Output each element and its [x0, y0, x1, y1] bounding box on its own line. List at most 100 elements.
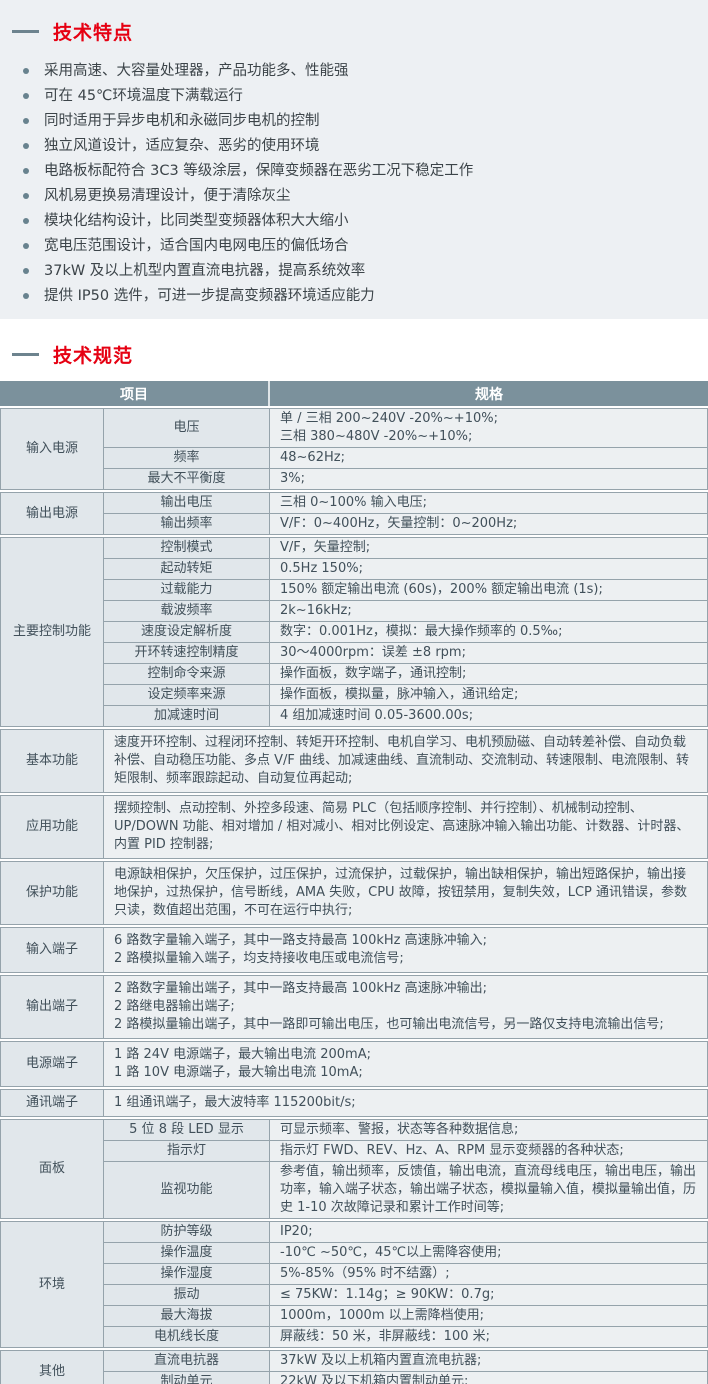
spec-table-header: 项目 规格	[0, 381, 708, 406]
item-cell: 输出频率	[104, 514, 270, 534]
feature-item-text: 宽电压范围设计，适合国内电网电压的偏低场合	[44, 238, 349, 254]
table-row: 输出电压 三相 0~100% 输入电压;	[104, 493, 707, 513]
spec-group-rows: 5 位 8 段 LED 显示 可显示频率、警报，状态等各种数据信息; 指示灯 指示灯 …	[104, 1120, 707, 1218]
feature-list: 采用高速、大容量处理器，产品功能多、性能强 可在 45℃环境温度下满载运行 同时适用…	[0, 59, 708, 309]
table-row: 5 位 8 段 LED 显示 可显示频率、警报，状态等各种数据信息;	[104, 1120, 707, 1140]
table-row: 控制命令来源 操作面板，数字端子，通讯控制;	[104, 663, 707, 684]
spec-group-rows: 控制模式 V/F，矢量控制; 起动转矩 0.5Hz 150%; 过载能力 150% 额定输…	[104, 538, 707, 726]
feature-item: 可在 45℃环境温度下满载运行	[0, 84, 708, 109]
feature-item-text: 采用高速、大容量处理器，产品功能多、性能强	[44, 63, 349, 79]
category-cell: 输入电源	[1, 409, 104, 489]
item-cell: 设定频率来源	[104, 685, 270, 705]
item-cell: 5 位 8 段 LED 显示	[104, 1120, 270, 1140]
table-row: 防护等级 IP20;	[104, 1222, 707, 1242]
spec-cell: 1 路 24V 电源端子，最大输出电流 200mA; 1 路 10V 电源端子，…	[104, 1042, 707, 1086]
spec-group: 环境 防护等级 IP20; 操作温度 -10℃ ~50℃，45℃以上需降容使用; 操作湿度…	[0, 1221, 708, 1348]
spec-cell: V/F，矢量控制;	[270, 538, 707, 558]
bullet-icon	[23, 243, 29, 249]
item-cell: 振动	[104, 1285, 270, 1305]
item-cell: 最大不平衡度	[104, 469, 270, 489]
item-cell: 起动转矩	[104, 559, 270, 579]
item-cell: 过载能力	[104, 580, 270, 600]
table-row: 过载能力 150% 额定输出电流 (60s)，200% 额定输出电流 (1s);	[104, 579, 707, 600]
category-cell: 环境	[1, 1222, 104, 1347]
specs-heading-wrap: 技术规范	[0, 319, 708, 381]
table-row: 控制模式 V/F，矢量控制;	[104, 538, 707, 558]
table-row: 振动 ≤ 75KW：1.14g；≥ 90KW：0.7g;	[104, 1284, 707, 1305]
specs-heading-text: 技术规范	[53, 345, 134, 367]
table-row: 操作温度 -10℃ ~50℃，45℃以上需降容使用;	[104, 1242, 707, 1263]
bullet-icon	[23, 218, 29, 224]
spec-cell: 数字：0.001Hz，模拟：最大操作频率的 0.5‰;	[270, 622, 707, 642]
feature-item: 风机易更换易清理设计，便于清除灰尘	[0, 184, 708, 209]
spec-cell: IP20;	[270, 1222, 707, 1242]
table-row: 操作湿度 5%-85%（95% 时不结露）;	[104, 1263, 707, 1284]
item-cell: 控制模式	[104, 538, 270, 558]
table-row: 电机线长度 屏蔽线：50 米，非屏蔽线：100 米;	[104, 1326, 707, 1347]
table-row: 输出频率 V/F：0~400Hz，矢量控制：0~200Hz;	[104, 513, 707, 534]
spec-cell: 参考值，输出频率，反馈值，输出电流，直流母线电压，输出电压，输出功率，输入端子状…	[270, 1162, 707, 1218]
spec-cell: 6 路数字量输入端子，其中一路支持最高 100kHz 高速脉冲输入; 2 路模拟…	[104, 928, 707, 972]
table-row: 最大不平衡度 3%;	[104, 468, 707, 489]
spec-group: 主要控制功能 控制模式 V/F，矢量控制; 起动转矩 0.5Hz 150%; 过载能力 15…	[0, 537, 708, 727]
spec-cell: 3%;	[270, 469, 707, 489]
bullet-icon	[23, 268, 29, 274]
feature-item: 模块化结构设计，比同类型变频器体积大大缩小	[0, 209, 708, 234]
spec-cell: 摆频控制、点动控制、外控多段速、简易 PLC（包括顺序控制、并行控制）、机械制动…	[104, 796, 707, 858]
feature-item-text: 模块化结构设计，比同类型变频器体积大大缩小	[44, 213, 349, 229]
spec-group: 输出电源 输出电压 三相 0~100% 输入电压; 输出频率 V/F：0~400Hz，矢…	[0, 492, 708, 535]
spec-cell: 2 路数字量输出端子，其中一路支持最高 100kHz 高速脉冲输出; 2 路继电…	[104, 976, 707, 1038]
dash-icon	[12, 353, 39, 356]
table-row: 1 路 24V 电源端子，最大输出电流 200mA; 1 路 10V 电源端子，…	[104, 1042, 707, 1086]
bullet-icon	[23, 168, 29, 174]
category-cell: 基本功能	[1, 730, 104, 792]
feature-item-text: 37kW 及以上机型内置直流电抗器，提高系统效率	[44, 263, 366, 279]
spec-cell: 操作面板，数字端子，通讯控制;	[270, 664, 707, 684]
spec-group: 通讯端子 1 组通讯端子，最大波特率 115200bit/s;	[0, 1089, 708, 1117]
category-cell: 电源端子	[1, 1042, 104, 1086]
category-cell: 其他	[1, 1351, 104, 1384]
item-cell: 防护等级	[104, 1222, 270, 1242]
spec-group: 面板 5 位 8 段 LED 显示 可显示频率、警报，状态等各种数据信息; 指示灯 指示…	[0, 1119, 708, 1219]
feature-item: 37kW 及以上机型内置直流电抗器，提高系统效率	[0, 259, 708, 284]
bullet-icon	[23, 68, 29, 74]
feature-item-text: 独立风道设计，适应复杂、恶劣的使用环境	[44, 138, 320, 154]
features-heading: 技术特点	[0, 18, 708, 45]
spec-group-rows: 速度开环控制、过程闭环控制、转矩开环控制、电机自学习、电机预励磁、自动转差补偿、…	[104, 730, 707, 792]
spec-cell: ≤ 75KW：1.14g；≥ 90KW：0.7g;	[270, 1285, 707, 1305]
table-row: 载波频率 2k~16kHz;	[104, 600, 707, 621]
feature-item-text: 提供 IP50 选件，可进一步提高变频器环境适应能力	[44, 288, 375, 304]
spec-cell: -10℃ ~50℃，45℃以上需降容使用;	[270, 1243, 707, 1263]
spec-group-rows: 6 路数字量输入端子，其中一路支持最高 100kHz 高速脉冲输入; 2 路模拟…	[104, 928, 707, 972]
spec-cell: 屏蔽线：50 米，非屏蔽线：100 米;	[270, 1327, 707, 1347]
header-cell-spec: 规格	[475, 386, 503, 403]
bullet-icon	[23, 293, 29, 299]
spec-group: 基本功能 速度开环控制、过程闭环控制、转矩开环控制、电机自学习、电机预励磁、自动转…	[0, 729, 708, 793]
spec-group-rows: 1 组通讯端子，最大波特率 115200bit/s;	[104, 1090, 707, 1116]
table-row: 起动转矩 0.5Hz 150%;	[104, 558, 707, 579]
category-cell: 保护功能	[1, 862, 104, 924]
spec-group-rows: 输出电压 三相 0~100% 输入电压; 输出频率 V/F：0~400Hz，矢量控制：…	[104, 493, 707, 534]
spec-cell: 电源缺相保护，欠压保护，过压保护，过流保护，过载保护，输出缺相保护，输出短路保护…	[104, 862, 707, 924]
spec-group-rows: 电压单 / 三相 200~240V -20%~+10%; 三相 380~480V…	[104, 409, 707, 489]
specs-heading: 技术规范	[0, 341, 708, 368]
table-row: 最大海拔 1000m，1000m 以上需降档使用;	[104, 1305, 707, 1326]
spec-group: 输出端子 2 路数字量输出端子，其中一路支持最高 100kHz 高速脉冲输出; 2…	[0, 975, 708, 1039]
item-cell: 监视功能	[104, 1162, 270, 1218]
table-row: 电压单 / 三相 200~240V -20%~+10%; 三相 380~480V…	[104, 409, 707, 447]
category-cell: 输出端子	[1, 976, 104, 1038]
spec-cell: 0.5Hz 150%;	[270, 559, 707, 579]
table-row: 电源缺相保护，欠压保护，过压保护，过流保护，过载保护，输出缺相保护，输出短路保护…	[104, 862, 707, 924]
table-row: 指示灯 指示灯 FWD、REV、Hz、A、RPM 显示变频器的各种状态;	[104, 1140, 707, 1161]
spec-group: 其他 直流电抗器 37kW 及以上机箱内置直流电抗器; 制动单元 22kW 及以下机箱内…	[0, 1350, 708, 1384]
spec-group-rows: 摆频控制、点动控制、外控多段速、简易 PLC（包括顺序控制、并行控制）、机械制动…	[104, 796, 707, 858]
feature-item-text: 电路板标配符合 3C3 等级涂层，保障变频器在恶劣工况下稳定工作	[44, 163, 474, 179]
feature-item: 提供 IP50 选件，可进一步提高变频器环境适应能力	[0, 284, 708, 309]
spec-cell: 速度开环控制、过程闭环控制、转矩开环控制、电机自学习、电机预励磁、自动转差补偿、…	[104, 730, 707, 792]
spec-cell: 2k~16kHz;	[270, 601, 707, 621]
table-row: 监视功能 参考值，输出频率，反馈值，输出电流，直流母线电压，输出电压，输出功率，输…	[104, 1161, 707, 1218]
item-cell: 速度设定解析度	[104, 622, 270, 642]
features-section: 技术特点 采用高速、大容量处理器，产品功能多、性能强可在 45℃环境温度下满载运…	[0, 0, 708, 319]
item-cell: 最大海拔	[104, 1306, 270, 1326]
